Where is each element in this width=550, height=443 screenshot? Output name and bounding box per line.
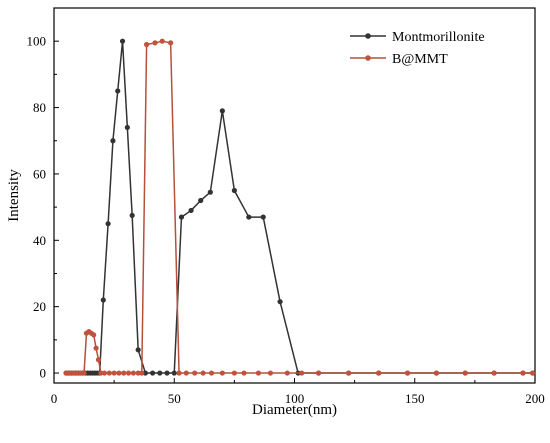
series-layer <box>63 38 536 376</box>
data-point <box>63 370 69 376</box>
data-point <box>67 370 73 376</box>
data-point <box>159 38 165 44</box>
data-point <box>376 370 382 376</box>
data-point <box>135 370 141 376</box>
data-point <box>152 40 158 46</box>
series-1 <box>63 38 536 376</box>
data-point <box>433 370 439 376</box>
data-point <box>130 370 136 376</box>
data-point <box>150 370 156 376</box>
data-point <box>157 370 163 376</box>
y-tick-label: 80 <box>33 100 46 115</box>
y-tick-label: 0 <box>40 366 47 381</box>
x-tick-label: 200 <box>525 391 545 406</box>
x-tick-label: 150 <box>405 391 425 406</box>
data-point <box>125 370 132 376</box>
data-point <box>129 212 135 219</box>
data-point <box>119 38 126 44</box>
data-point <box>529 370 536 376</box>
data-point <box>491 370 497 376</box>
data-point <box>208 370 215 376</box>
data-point <box>231 187 237 194</box>
legend-label: B@MMT <box>392 52 448 67</box>
x-tick-label: 0 <box>51 391 58 406</box>
plot-area <box>53 7 536 384</box>
data-point <box>178 214 185 220</box>
data-point <box>95 357 102 363</box>
data-point <box>98 370 104 376</box>
data-point <box>135 347 141 353</box>
series-line <box>66 40 533 374</box>
data-point <box>74 370 80 376</box>
data-point <box>200 370 206 376</box>
legend-label: Montmorillonite <box>392 30 485 45</box>
data-point <box>284 370 290 376</box>
x-tick-label: 50 <box>168 391 181 406</box>
data-point <box>219 370 225 376</box>
data-point <box>241 370 247 376</box>
data-point <box>207 189 213 195</box>
data-point <box>101 370 108 376</box>
data-point <box>246 214 252 220</box>
data-point <box>164 370 170 376</box>
data-point <box>260 214 266 220</box>
y-tick-label: 20 <box>33 299 46 314</box>
legend-swatch-marker <box>365 55 371 61</box>
series-line <box>66 40 533 374</box>
data-point <box>100 297 106 303</box>
y-tick-label: 60 <box>33 166 46 181</box>
data-point <box>198 197 204 204</box>
plot-frame <box>53 7 536 384</box>
data-point <box>219 108 225 114</box>
y-axis-title: Intensity <box>6 169 22 222</box>
data-point <box>176 370 182 376</box>
legend: Montmorillonite B@MMT <box>350 30 485 67</box>
data-point <box>115 88 121 94</box>
data-point <box>277 299 283 305</box>
data-point <box>70 370 76 376</box>
data-point <box>267 370 274 376</box>
data-point <box>142 370 148 376</box>
x-axis-title: Diameter(nm) <box>252 402 337 418</box>
data-point <box>124 124 130 131</box>
data-point <box>315 370 322 376</box>
data-point <box>91 332 97 338</box>
x-tick-label: 100 <box>285 391 305 406</box>
data-point <box>106 370 112 376</box>
legend-item-1: B@MMT <box>350 52 448 67</box>
data-point <box>404 370 411 376</box>
data-point <box>143 41 150 48</box>
data-point <box>93 345 99 351</box>
data-point <box>255 370 262 376</box>
data-point <box>121 370 127 376</box>
data-point <box>77 370 84 376</box>
data-point <box>520 370 526 376</box>
data-point <box>346 370 352 376</box>
data-point <box>188 207 194 214</box>
data-point <box>299 370 305 376</box>
series-0 <box>63 38 536 376</box>
data-point <box>168 40 174 46</box>
data-point <box>139 370 145 376</box>
data-point <box>105 221 111 227</box>
data-point <box>171 370 177 376</box>
data-point <box>81 370 87 376</box>
data-point <box>462 370 468 376</box>
y-tick-label: 100 <box>27 34 47 49</box>
y-tick-label: 40 <box>33 233 46 248</box>
data-point <box>231 370 237 376</box>
data-point <box>111 370 117 376</box>
axes-layer: 0 50 100 150 200020406080100Diameter(nm)Inte… <box>6 34 545 418</box>
data-point <box>116 370 122 376</box>
data-point <box>183 370 189 376</box>
data-point <box>192 370 198 376</box>
legend-item-0: Montmorillonite <box>350 30 485 45</box>
data-point <box>110 138 116 144</box>
legend-swatch-marker <box>365 33 371 39</box>
